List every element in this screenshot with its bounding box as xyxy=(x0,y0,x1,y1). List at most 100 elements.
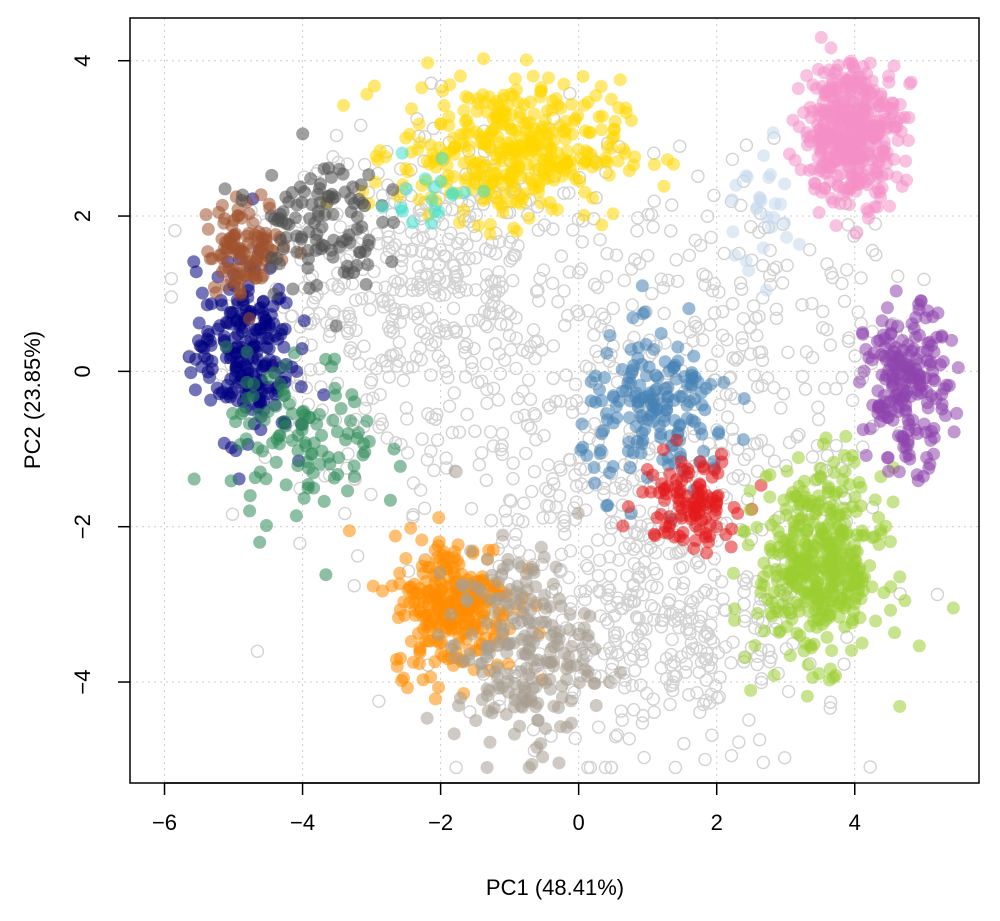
unassigned-point xyxy=(388,306,403,321)
unassigned-point xyxy=(543,510,557,525)
cluster-point-3 xyxy=(563,607,577,621)
unassigned-point xyxy=(519,446,533,461)
unassigned-point xyxy=(527,465,542,479)
cluster-point-9 xyxy=(654,326,668,340)
unassigned-point xyxy=(625,631,639,645)
unassigned-point xyxy=(373,387,387,402)
unassigned-point xyxy=(657,306,671,321)
unassigned-point xyxy=(546,371,560,386)
unassigned-point xyxy=(537,428,551,443)
unassigned-point xyxy=(572,265,586,280)
cluster-point-7 xyxy=(331,468,345,482)
unassigned-point xyxy=(477,304,492,319)
cluster-point-6 xyxy=(218,182,232,196)
cluster-point-11 xyxy=(726,566,740,580)
unassigned-point xyxy=(608,729,623,744)
cluster-point-2 xyxy=(391,611,405,625)
unassigned-point xyxy=(730,351,745,365)
cluster-point-1 xyxy=(558,132,572,146)
cluster-point-2 xyxy=(432,680,446,694)
cluster-point-3 xyxy=(455,577,469,591)
cluster-point-14 xyxy=(728,248,742,262)
unassigned-point xyxy=(505,273,520,288)
cluster-point-11 xyxy=(808,540,822,554)
unassigned-point xyxy=(829,438,843,453)
unassigned-point xyxy=(612,553,626,567)
cluster-point-4 xyxy=(317,388,331,402)
cluster-point-3 xyxy=(511,556,525,570)
cluster-point-12 xyxy=(881,451,895,465)
cluster-point-7 xyxy=(257,413,271,427)
unassigned-point xyxy=(663,679,678,693)
cluster-point-10 xyxy=(708,463,722,477)
cluster-point-3 xyxy=(534,540,548,554)
cluster-point-6 xyxy=(279,230,293,244)
unassigned-point xyxy=(667,614,682,628)
cluster-point-9 xyxy=(624,343,638,357)
cluster-point-11 xyxy=(826,498,840,512)
cluster-point-7 xyxy=(328,381,342,395)
cluster-point-11 xyxy=(836,473,850,487)
cluster-point-10 xyxy=(731,506,745,520)
unassigned-point xyxy=(578,592,592,607)
unassigned-point xyxy=(692,665,706,679)
cluster-point-1 xyxy=(541,71,555,85)
cluster-point-4 xyxy=(256,295,270,309)
unassigned-point xyxy=(762,643,776,658)
cluster-point-6 xyxy=(304,172,318,186)
cluster-point-11 xyxy=(783,649,797,663)
unassigned-point xyxy=(601,580,615,595)
unassigned-point xyxy=(754,345,769,359)
cluster-point-1 xyxy=(495,175,509,189)
cluster-point-11 xyxy=(748,638,762,652)
unassigned-point xyxy=(484,513,498,528)
cluster-point-1 xyxy=(534,84,548,98)
unassigned-point xyxy=(388,274,402,288)
unassigned-point xyxy=(329,128,344,143)
unassigned-point xyxy=(699,269,713,284)
unassigned-point xyxy=(547,477,561,491)
unassigned-point xyxy=(562,265,577,279)
unassigned-point xyxy=(437,288,452,302)
cluster-point-14 xyxy=(750,200,764,214)
cluster-point-10 xyxy=(674,455,688,469)
unassigned-point xyxy=(420,453,435,467)
unassigned-point xyxy=(552,460,567,474)
unassigned-point xyxy=(840,263,854,277)
unassigned-point xyxy=(732,735,746,749)
cluster-point-12 xyxy=(931,306,945,320)
unassigned-point xyxy=(707,568,722,582)
cluster-point-3 xyxy=(444,608,458,622)
unassigned-point xyxy=(824,266,838,280)
unassigned-point xyxy=(503,307,517,321)
cluster-point-8 xyxy=(425,216,439,230)
cluster-point-3 xyxy=(564,716,578,730)
cluster-point-13 xyxy=(817,66,831,80)
cluster-point-13 xyxy=(854,70,868,84)
unassigned-point xyxy=(720,333,734,347)
cluster-point-1 xyxy=(600,140,614,154)
unassigned-point xyxy=(564,397,578,411)
cluster-point-7 xyxy=(344,414,358,428)
unassigned-point xyxy=(493,366,507,381)
unassigned-point xyxy=(431,349,446,363)
unassigned-point xyxy=(699,583,713,597)
unassigned-point xyxy=(637,750,651,765)
cluster-point-1 xyxy=(500,98,514,112)
unassigned-point xyxy=(647,705,661,719)
unassigned-point xyxy=(424,444,438,458)
unassigned-point xyxy=(523,392,538,407)
cluster-point-11 xyxy=(728,602,742,616)
unassigned-point xyxy=(705,284,720,298)
cluster-point-13 xyxy=(875,169,889,183)
unassigned-point xyxy=(500,513,514,527)
cluster-point-2 xyxy=(416,595,430,609)
unassigned-point xyxy=(805,296,819,311)
cluster-point-1 xyxy=(547,173,561,187)
cluster-point-13 xyxy=(890,170,904,184)
unassigned-point xyxy=(536,511,550,525)
cluster-point-11 xyxy=(750,520,764,534)
unassigned-point xyxy=(524,484,539,499)
unassigned-point xyxy=(845,393,860,408)
cluster-point-6 xyxy=(301,261,315,275)
